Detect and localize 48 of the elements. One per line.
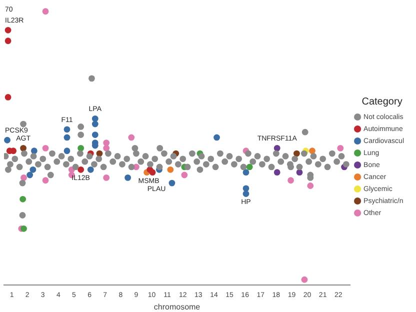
legend-title: Category xyxy=(362,96,402,108)
point xyxy=(128,134,135,141)
point xyxy=(4,26,12,34)
point xyxy=(64,126,70,133)
point xyxy=(168,180,176,186)
point xyxy=(87,166,94,173)
x-axis-title: chromosome xyxy=(154,302,201,312)
point xyxy=(92,120,98,128)
point xyxy=(42,8,49,15)
point xyxy=(337,144,344,152)
point xyxy=(214,134,220,141)
point xyxy=(246,164,253,170)
point xyxy=(20,144,26,152)
point xyxy=(288,177,294,184)
point xyxy=(30,148,38,154)
point xyxy=(92,115,98,122)
point xyxy=(309,148,316,154)
point xyxy=(242,190,250,197)
point xyxy=(124,174,131,181)
point xyxy=(274,144,280,152)
point xyxy=(103,174,110,181)
point xyxy=(92,132,98,138)
point xyxy=(4,136,10,144)
point xyxy=(103,144,110,152)
point xyxy=(26,172,34,178)
point xyxy=(42,144,49,152)
point xyxy=(10,148,17,154)
point xyxy=(4,38,12,44)
point xyxy=(167,166,174,173)
point xyxy=(64,148,70,154)
point xyxy=(64,134,70,141)
point xyxy=(103,140,110,146)
point xyxy=(20,196,26,202)
point xyxy=(293,150,300,157)
point xyxy=(78,166,84,173)
point xyxy=(78,144,84,152)
point xyxy=(307,182,314,189)
point xyxy=(20,174,27,181)
point xyxy=(296,169,303,176)
point xyxy=(42,177,49,184)
point xyxy=(146,166,154,173)
point xyxy=(4,94,12,100)
point xyxy=(274,169,280,176)
point xyxy=(20,225,27,232)
point xyxy=(301,276,308,283)
point xyxy=(30,166,36,173)
point xyxy=(242,169,250,176)
point xyxy=(181,172,188,178)
